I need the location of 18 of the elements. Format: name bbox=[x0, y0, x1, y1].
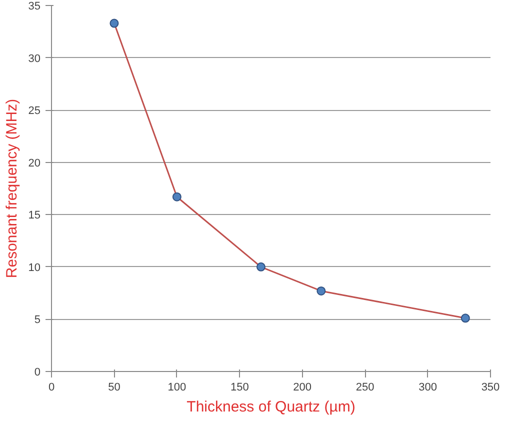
x-tick-label: 100 bbox=[168, 382, 186, 394]
x-tick-label: 150 bbox=[230, 382, 249, 394]
y-tick-label: 5 bbox=[34, 314, 41, 326]
y-tick-label: 35 bbox=[28, 0, 41, 12]
y-tick-label: 25 bbox=[28, 105, 41, 118]
x-tick-label: 350 bbox=[481, 382, 500, 394]
x-axis-title: Thickness of Quartz (µm) bbox=[186, 398, 356, 416]
y-tick-label: 10 bbox=[28, 262, 41, 274]
x-tick-label: 200 bbox=[293, 382, 312, 394]
x-tick-label: 250 bbox=[356, 382, 374, 394]
y-tick-label: 30 bbox=[28, 52, 41, 65]
y-tick-label: 20 bbox=[28, 157, 41, 170]
x-tick-label: 0 bbox=[48, 382, 55, 394]
x-tick-label: 50 bbox=[108, 382, 120, 394]
y-tick-label: 0 bbox=[34, 366, 41, 378]
y-tick-label: 15 bbox=[28, 210, 41, 222]
x-tick-label: 300 bbox=[418, 382, 437, 394]
y-axis-title: Resonant frequency (MHz) bbox=[3, 98, 20, 278]
